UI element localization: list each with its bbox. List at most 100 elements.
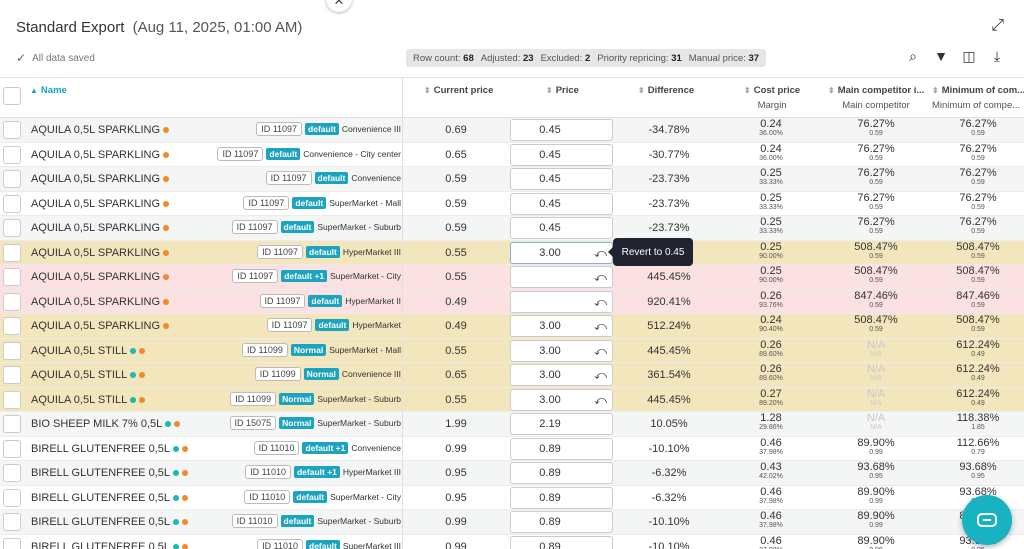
revert-icon[interactable]: ⤺ bbox=[594, 245, 607, 260]
price-input[interactable]: 0.89 bbox=[510, 511, 613, 533]
table-row[interactable]: AQUILA 0,5L SPARKLING ID 11097 default Conv… bbox=[0, 118, 1024, 143]
select-all-checkbox[interactable] bbox=[3, 87, 21, 105]
row-checkbox[interactable] bbox=[3, 243, 21, 262]
revert-icon[interactable]: ⤺ bbox=[594, 294, 607, 309]
revert-icon[interactable]: ⤺ bbox=[594, 343, 607, 358]
table-row[interactable]: AQUILA 0,5L STILL ID 11099 Normal SuperMark… bbox=[0, 387, 1024, 412]
row-checkbox[interactable] bbox=[3, 439, 21, 458]
pricing-rule-tag[interactable]: Normal bbox=[279, 417, 315, 429]
download-icon[interactable]: ⤓ bbox=[993, 48, 1001, 64]
column-difference[interactable]: ⬍ Difference bbox=[638, 85, 695, 96]
table-row[interactable]: BIRELL GLUTENFREE 0,5L ID 11010 default +1… bbox=[0, 461, 1024, 486]
row-checkbox[interactable] bbox=[3, 537, 21, 549]
price-value: 3.00 bbox=[539, 369, 561, 381]
pricing-rule-tag[interactable]: Normal bbox=[303, 368, 339, 380]
row-checkbox[interactable] bbox=[3, 268, 21, 286]
pricing-rule-tag[interactable]: default bbox=[306, 539, 340, 549]
price-input[interactable]: 0.89 bbox=[510, 462, 613, 484]
columns-icon[interactable]: ◫ bbox=[962, 48, 976, 64]
table-row[interactable]: AQUILA 0,5L SPARKLING ID 11097 default Supe… bbox=[0, 216, 1024, 241]
revert-icon[interactable]: ⤺ bbox=[594, 319, 607, 333]
column-name[interactable]: ▲ Name bbox=[30, 85, 67, 96]
column-resize-handle[interactable] bbox=[402, 78, 403, 118]
price-input[interactable]: 3.00 ⤺ bbox=[510, 315, 613, 337]
pricing-rule-tag[interactable]: default bbox=[293, 490, 328, 503]
pricing-rule-tag[interactable]: default +1 bbox=[293, 466, 340, 478]
column-current-price[interactable]: ⬍ Current price bbox=[424, 85, 494, 96]
table-row[interactable]: AQUILA 0,5L STILL ID 11099 Normal Convenien… bbox=[0, 363, 1024, 388]
revert-icon[interactable]: ⤺ bbox=[594, 368, 607, 382]
price-input[interactable]: 2.19 bbox=[510, 413, 613, 435]
price-input[interactable]: 0.45 bbox=[510, 143, 613, 166]
row-checkbox[interactable] bbox=[3, 366, 21, 384]
close-icon[interactable]: ✕ bbox=[326, 0, 352, 12]
price-input[interactable]: 3.00 ⤺ bbox=[510, 339, 613, 362]
filter-icon[interactable]: ▼ bbox=[934, 48, 948, 64]
table-row[interactable]: AQUILA 0,5L SPARKLING ID 11097 default Conv… bbox=[0, 167, 1024, 192]
table-row[interactable]: BIO SHEEP MILK 7% 0,5L ID 15075 Normal Supe… bbox=[0, 412, 1024, 437]
table-row[interactable]: AQUILA 0,5L SPARKLING ID 11097 default Hype… bbox=[0, 314, 1024, 339]
table-row[interactable]: BIRELL GLUTENFREE 0,5L ID 11010 default +1… bbox=[0, 436, 1024, 461]
price-input[interactable]: 0.89 bbox=[510, 535, 613, 549]
pricing-rule-tag[interactable]: default bbox=[306, 245, 340, 258]
row-checkbox[interactable] bbox=[3, 121, 21, 139]
row-checkbox[interactable] bbox=[3, 317, 21, 335]
row-checkbox[interactable] bbox=[3, 194, 21, 213]
price-input[interactable]: 0.89 bbox=[510, 486, 613, 509]
row-checkbox[interactable] bbox=[3, 219, 21, 237]
main-competitor-cell: 508.47% 0.59 bbox=[830, 241, 922, 262]
price-input[interactable]: 0.45 bbox=[510, 119, 613, 141]
pricing-rule-tag[interactable]: default bbox=[305, 123, 339, 135]
row-checkbox[interactable] bbox=[3, 464, 21, 482]
price-input[interactable]: 3.00 ⤺ bbox=[510, 388, 613, 411]
pricing-rule-tag[interactable]: default +1 bbox=[302, 441, 349, 454]
pricing-rule-tag[interactable]: default bbox=[315, 319, 350, 331]
row-checkbox[interactable] bbox=[3, 488, 21, 507]
table-row[interactable]: BIRELL GLUTENFREE 0,5L ID 11010 default Sup… bbox=[0, 534, 1024, 549]
product-id-badge: ID 11097 bbox=[259, 293, 306, 308]
pricing-rule-tag[interactable]: default bbox=[280, 515, 315, 527]
revert-icon[interactable]: ⤺ bbox=[594, 270, 607, 284]
row-checkbox[interactable] bbox=[3, 292, 21, 311]
pricing-rule-tag[interactable]: Normal bbox=[279, 392, 315, 405]
table-row[interactable]: AQUILA 0,5L SPARKLING ID 11097 default Hype… bbox=[0, 240, 1024, 265]
column-main-competitor[interactable]: ⬍ Main competitor i... Main competitor bbox=[828, 85, 924, 111]
price-input[interactable]: 3.00 ⤺ bbox=[510, 241, 613, 264]
pricing-rule-tag[interactable]: default +1 bbox=[281, 270, 328, 282]
table-row[interactable]: BIRELL GLUTENFREE 0,5L ID 11010 default Sup… bbox=[0, 510, 1024, 535]
price-input[interactable]: 0.45 bbox=[510, 192, 613, 215]
pricing-rule-tag[interactable]: default bbox=[280, 221, 315, 233]
table-row[interactable]: AQUILA 0,5L SPARKLING ID 11097 default Hype… bbox=[0, 289, 1024, 314]
column-price[interactable]: ⬍ Price bbox=[546, 85, 579, 96]
table-row[interactable]: AQUILA 0,5L SPARKLING ID 11097 default Supe… bbox=[0, 191, 1024, 216]
price-input[interactable]: ⤺ bbox=[510, 266, 613, 288]
row-checkbox[interactable] bbox=[3, 341, 21, 360]
minimum-competitor-price: 0.49 bbox=[971, 375, 985, 382]
search-icon[interactable]: ⌕ bbox=[909, 48, 917, 64]
row-checkbox[interactable] bbox=[3, 145, 21, 164]
expand-icon[interactable]: ⤢ bbox=[991, 17, 1004, 34]
pricing-rule-tag[interactable]: Normal bbox=[290, 343, 327, 356]
price-input[interactable]: ⤺ bbox=[510, 290, 613, 313]
chat-button[interactable] bbox=[962, 495, 1012, 545]
row-checkbox[interactable] bbox=[3, 170, 21, 188]
page-title-text: Standard Export bbox=[16, 19, 125, 36]
row-checkbox[interactable] bbox=[3, 513, 21, 531]
pricing-rule-tag[interactable]: default bbox=[314, 172, 349, 184]
table-row[interactable]: AQUILA 0,5L STILL ID 11099 Normal SuperMark… bbox=[0, 338, 1024, 363]
price-input[interactable]: 0.89 bbox=[510, 437, 613, 460]
price-input[interactable]: 3.00 ⤺ bbox=[510, 364, 613, 386]
price-input[interactable]: 0.45 bbox=[510, 217, 613, 239]
column-cost-price[interactable]: ⬍ Cost price Margin bbox=[744, 85, 801, 111]
revert-icon[interactable]: ⤺ bbox=[594, 392, 607, 407]
column-minimum-competitor[interactable]: ⬍ Minimum of com... Minimum of compe... bbox=[932, 85, 1024, 111]
row-checkbox[interactable] bbox=[3, 415, 21, 433]
pricing-rule-tag[interactable]: default bbox=[266, 147, 301, 160]
table-row[interactable]: AQUILA 0,5L SPARKLING ID 11097 default Conv… bbox=[0, 142, 1024, 167]
pricing-rule-tag[interactable]: default bbox=[308, 294, 343, 307]
pricing-rule-tag[interactable]: default bbox=[292, 196, 327, 209]
row-checkbox[interactable] bbox=[3, 390, 21, 409]
price-input[interactable]: 0.45 bbox=[510, 168, 613, 190]
table-row[interactable]: BIRELL GLUTENFREE 0,5L ID 11010 default Sup… bbox=[0, 485, 1024, 510]
table-row[interactable]: AQUILA 0,5L SPARKLING ID 11097 default +1 S… bbox=[0, 265, 1024, 290]
